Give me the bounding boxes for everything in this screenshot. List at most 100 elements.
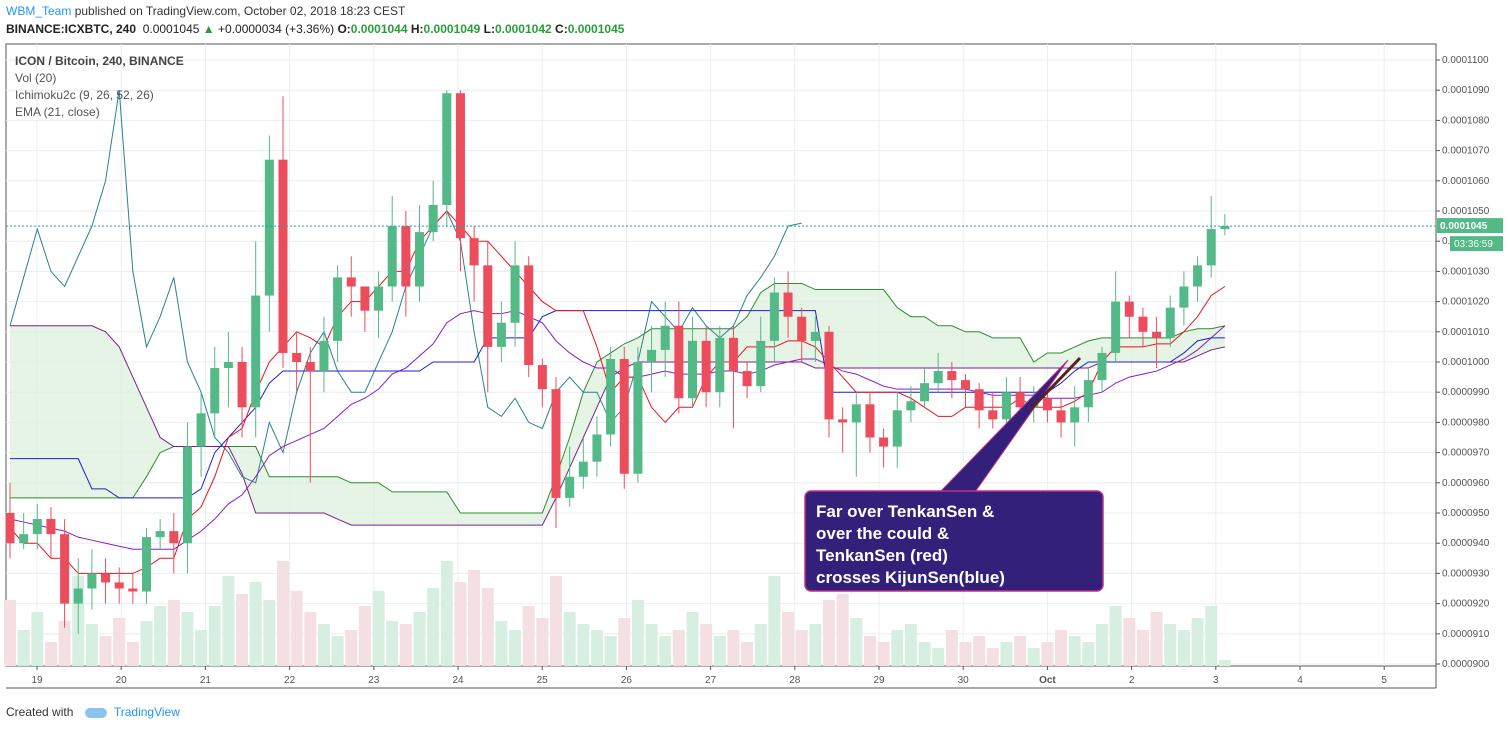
open-value: 0.0001044 bbox=[350, 22, 408, 36]
candle-body bbox=[742, 371, 752, 387]
candle-body bbox=[633, 362, 643, 474]
volume-bar bbox=[249, 582, 262, 666]
volume-bar bbox=[986, 648, 999, 666]
volume-bar bbox=[1109, 606, 1122, 666]
tradingview-link[interactable]: TradingView bbox=[113, 705, 180, 719]
volume-bar bbox=[1164, 624, 1177, 666]
y-tick-label: 0.0001090 bbox=[1442, 85, 1490, 96]
volume-bar bbox=[1191, 618, 1204, 666]
candle-body bbox=[101, 573, 111, 583]
callout-box[interactable] bbox=[804, 490, 1104, 592]
volume-bar bbox=[481, 588, 494, 666]
last-price-marker: 0.0001045 03:36:59 bbox=[6, 218, 1503, 252]
volume-bar bbox=[713, 636, 726, 666]
volume-bar bbox=[522, 606, 535, 666]
candle-body bbox=[838, 419, 848, 423]
volume-bar bbox=[263, 600, 276, 666]
y-tick-label: 0.0001010 bbox=[1442, 327, 1490, 338]
volume-bar bbox=[399, 624, 412, 666]
x-tick-label: 27 bbox=[705, 675, 717, 686]
candle-body bbox=[278, 159, 288, 353]
candle-body bbox=[1001, 392, 1011, 420]
candle-body bbox=[933, 371, 943, 384]
volume-bar bbox=[877, 642, 890, 666]
candle-body bbox=[1179, 286, 1189, 308]
annotation[interactable]: Far over TenkanSen & over the could & Te… bbox=[804, 356, 1104, 592]
volume-bar bbox=[823, 600, 835, 666]
y-tick-label: 0.0000930 bbox=[1442, 568, 1490, 579]
x-tick-label: 2 bbox=[1129, 675, 1135, 686]
x-tick-label: 3 bbox=[1213, 675, 1219, 686]
candle-body bbox=[60, 534, 70, 604]
candle-body bbox=[374, 286, 384, 311]
candle-body bbox=[510, 265, 520, 323]
volume-bar bbox=[754, 624, 767, 666]
y-tick-label: 0.0000970 bbox=[1442, 448, 1490, 459]
candle-body bbox=[196, 413, 206, 447]
volume-bar bbox=[495, 621, 508, 666]
low-label: L: bbox=[483, 22, 495, 36]
volume-bar bbox=[440, 561, 453, 666]
candle-body bbox=[210, 368, 220, 414]
volume-bar bbox=[358, 606, 371, 666]
candle-body bbox=[114, 582, 124, 589]
volume-bar bbox=[604, 636, 617, 666]
volume-bar bbox=[113, 618, 126, 666]
x-tick-label: 21 bbox=[200, 675, 212, 686]
volume-bar bbox=[372, 591, 385, 666]
x-tick-label: 28 bbox=[789, 675, 801, 686]
y-tick-label: 0.0001000 bbox=[1442, 357, 1490, 368]
candle-body bbox=[674, 325, 684, 399]
author-link[interactable]: WBM_Team bbox=[6, 4, 72, 18]
candle-body bbox=[1124, 301, 1134, 317]
price-chart[interactable]: 0.0000900 0.0000910 0.0000920 0.0000930 0.00… bbox=[0, 0, 1508, 700]
candle-body bbox=[988, 410, 998, 420]
time-axis[interactable]: 19 20 21 22 23 24 25 26 27 28 29 30 Oct 2 3 4 5 bbox=[6, 666, 1436, 689]
candle-body bbox=[619, 358, 629, 474]
x-tick-label: 30 bbox=[958, 675, 970, 686]
callout-line-1: Far over TenkanSen & bbox=[816, 502, 994, 521]
candle-body bbox=[5, 513, 15, 544]
volume-bar bbox=[686, 612, 699, 666]
low-value: 0.0001042 bbox=[494, 22, 552, 36]
volume-bar bbox=[427, 588, 440, 666]
volume-bar bbox=[331, 636, 344, 666]
volume-bar bbox=[973, 636, 986, 666]
volume-bar bbox=[795, 630, 808, 666]
candle-body bbox=[906, 401, 916, 411]
legend: ICON / Bitcoin, 240, BINANCE Vol (20) Ic… bbox=[15, 54, 184, 119]
tradingview-cloud-icon bbox=[84, 707, 107, 718]
candle-body bbox=[305, 362, 315, 372]
callout-line-3: TenkanSen (red) bbox=[816, 546, 948, 565]
candle-body bbox=[728, 337, 738, 372]
high-label: H: bbox=[410, 22, 424, 36]
x-tick-label: 22 bbox=[284, 675, 296, 686]
legend-title: ICON / Bitcoin, 240, BINANCE bbox=[15, 54, 184, 68]
volume-bar bbox=[932, 648, 945, 666]
volume-bar bbox=[1150, 612, 1163, 666]
volume-bar bbox=[208, 606, 221, 666]
y-tick-label: 0.0001100 bbox=[1442, 55, 1489, 66]
y-tick-label: 0.0000910 bbox=[1442, 629, 1490, 640]
candle-body bbox=[961, 380, 970, 390]
candle-body bbox=[483, 265, 493, 347]
price-axis[interactable]: 0.0000900 0.0000910 0.0000920 0.0000930 0.00… bbox=[1435, 44, 1490, 688]
candle-body bbox=[920, 383, 930, 402]
candle-body bbox=[333, 277, 343, 341]
candle-body bbox=[319, 340, 329, 372]
candle-body bbox=[1015, 392, 1025, 408]
volume-bar bbox=[454, 582, 467, 666]
candle-body bbox=[442, 93, 452, 205]
volume-bar bbox=[1177, 630, 1190, 666]
candle-body bbox=[264, 159, 274, 296]
candle-body bbox=[1083, 380, 1093, 408]
x-tick-label: 19 bbox=[31, 675, 43, 686]
y-tick-label: 0.0000920 bbox=[1442, 599, 1490, 610]
x-tick-label: 23 bbox=[368, 675, 380, 686]
volume-bar bbox=[1055, 630, 1068, 666]
candle-body bbox=[1042, 398, 1052, 411]
candle-body bbox=[797, 316, 807, 341]
volume-bar bbox=[618, 618, 631, 666]
volume-bar bbox=[563, 612, 576, 666]
volume-bar bbox=[154, 606, 167, 666]
